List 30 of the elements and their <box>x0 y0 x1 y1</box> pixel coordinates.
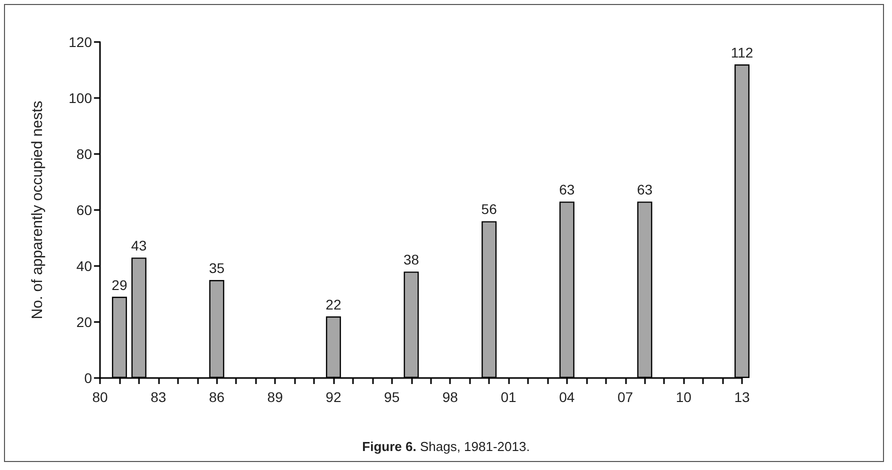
x-tick-label: 86 <box>208 389 225 405</box>
data-label: 56 <box>481 201 498 218</box>
y-tick-label: 60 <box>76 202 92 218</box>
y-tick-label: 120 <box>68 34 92 50</box>
x-tick-label: 07 <box>617 389 634 405</box>
data-label: 35 <box>208 260 225 276</box>
data-label: 63 <box>559 182 575 198</box>
x-tick-label: 95 <box>384 389 400 405</box>
data-label: 38 <box>403 252 420 268</box>
y-tick-label: 0 <box>84 370 92 386</box>
x-tick-label: 01 <box>500 389 517 405</box>
data-label: 63 <box>636 182 653 198</box>
x-tick-label: 89 <box>267 389 284 405</box>
x-tick-label: 10 <box>676 389 692 405</box>
x-tick-label: 83 <box>150 389 166 405</box>
y-tick-label: 20 <box>76 314 92 330</box>
y-tick-label: 40 <box>76 258 92 274</box>
data-label: 112 <box>730 44 754 60</box>
y-tick-label: 80 <box>76 146 92 162</box>
data-label: 22 <box>326 296 342 312</box>
y-axis-title: No. of apparently occupied nests <box>29 100 46 320</box>
y-tick-label: 100 <box>68 90 92 106</box>
data-label: 43 <box>131 238 147 254</box>
text: Figure 6. Shags, 1981-2013. <box>362 439 530 454</box>
x-tick-label: 80 <box>92 389 108 405</box>
x-tick-label: 98 <box>442 389 458 405</box>
x-tick-label: 92 <box>326 389 342 405</box>
x-tick-label: 13 <box>734 389 750 405</box>
x-tick-label: 04 <box>559 389 575 405</box>
data-label: 29 <box>112 276 128 293</box>
